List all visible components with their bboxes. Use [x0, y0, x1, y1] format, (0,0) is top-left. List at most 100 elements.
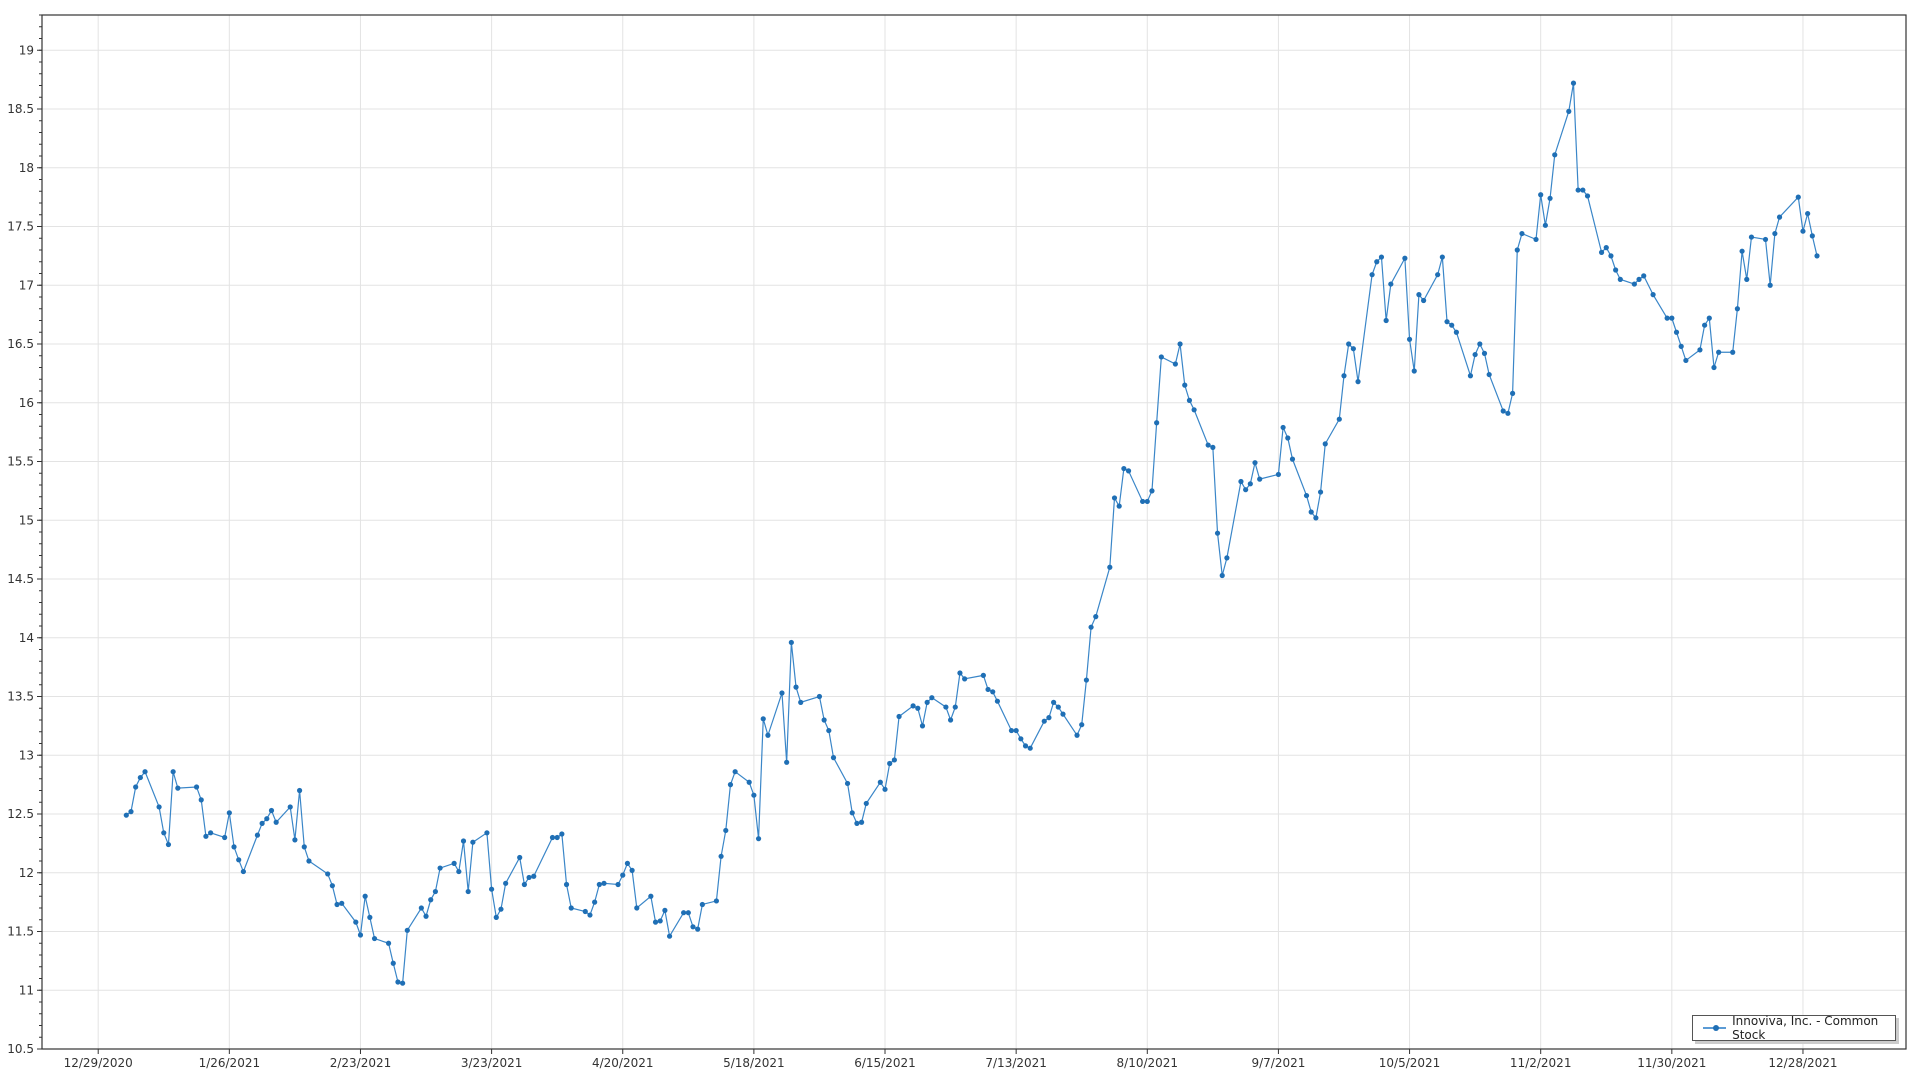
data-point	[367, 914, 373, 921]
data-point	[1702, 322, 1708, 328]
data-point	[1060, 711, 1066, 717]
data-point	[1121, 465, 1127, 472]
data-point	[882, 786, 888, 792]
y-tick-label: 13	[19, 748, 34, 762]
data-point	[437, 865, 443, 871]
y-tick-label: 10.5	[7, 1042, 34, 1056]
data-point	[484, 830, 490, 836]
data-point	[1598, 249, 1605, 255]
y-tick-label: 11	[19, 983, 34, 997]
data-point	[1739, 248, 1745, 254]
data-point	[1336, 416, 1342, 422]
data-point	[826, 727, 832, 734]
data-point	[1552, 152, 1558, 158]
data-point	[1542, 222, 1548, 228]
data-point	[128, 809, 134, 815]
data-point	[830, 755, 837, 761]
data-point	[493, 914, 499, 921]
data-point	[456, 868, 462, 875]
data-point	[1275, 471, 1282, 478]
data-point	[1514, 247, 1520, 253]
data-point	[1664, 315, 1670, 321]
data-point	[1697, 347, 1703, 353]
data-point	[994, 698, 1001, 704]
data-point	[1116, 503, 1122, 509]
data-point	[1435, 272, 1441, 278]
data-point	[1566, 108, 1572, 114]
y-tick-label: 12	[19, 866, 34, 880]
data-point	[1154, 420, 1160, 426]
data-point	[1289, 456, 1296, 462]
data-point	[1613, 267, 1619, 273]
data-point	[371, 935, 378, 942]
data-point	[325, 871, 331, 877]
data-point	[587, 912, 593, 918]
data-point	[1257, 476, 1263, 482]
data-point	[137, 774, 143, 781]
data-point	[517, 854, 523, 861]
data-point	[1650, 292, 1656, 298]
data-point	[451, 860, 457, 866]
data-point	[231, 844, 237, 850]
data-point	[1341, 373, 1347, 379]
y-tick-label: 19	[19, 43, 34, 57]
data-point	[1388, 281, 1394, 287]
data-point	[1477, 341, 1483, 347]
data-point	[1449, 322, 1455, 328]
x-tick-label: 2/23/2021	[330, 1056, 392, 1070]
data-point	[1313, 515, 1319, 521]
data-point	[1570, 80, 1577, 86]
x-tick-label: 12/28/2021	[1768, 1056, 1837, 1070]
y-tick-label: 18	[19, 161, 34, 175]
data-point	[170, 769, 176, 775]
data-point	[1172, 361, 1178, 367]
x-tick-label: 7/13/2021	[985, 1056, 1047, 1070]
data-point	[357, 932, 364, 938]
x-axis: 12/29/2020 1/26/2021 2/23/2021 3/23/2021 4/2…	[64, 1049, 1838, 1070]
y-tick-label: 14.5	[7, 572, 34, 586]
data-point	[1191, 407, 1197, 413]
data-point	[957, 670, 963, 676]
data-point	[418, 905, 424, 911]
data-point	[1369, 272, 1375, 278]
data-point	[161, 830, 167, 836]
data-point	[1453, 329, 1459, 335]
data-point	[1022, 743, 1029, 749]
data-point	[1519, 230, 1525, 237]
data-point	[198, 797, 204, 803]
data-point	[910, 703, 916, 709]
data-point	[1636, 276, 1642, 282]
data-point	[1669, 315, 1675, 321]
data-point	[489, 886, 495, 892]
data-point	[1041, 718, 1047, 724]
data-point	[1308, 509, 1314, 515]
y-tick-label: 17.5	[7, 220, 34, 234]
data-point	[203, 833, 209, 839]
x-tick-label: 4/20/2021	[592, 1056, 654, 1070]
data-point	[1027, 745, 1033, 751]
data-point	[175, 785, 181, 791]
data-point	[1444, 319, 1450, 325]
data-point	[123, 812, 129, 818]
data-point	[1243, 487, 1249, 493]
data-point	[887, 760, 893, 767]
data-point	[1706, 315, 1712, 321]
data-point	[503, 880, 509, 886]
data-point	[1008, 727, 1015, 734]
data-point	[1734, 306, 1740, 312]
data-point	[1088, 624, 1094, 630]
data-point	[943, 704, 949, 710]
data-point	[273, 819, 279, 825]
x-tick-label: 12/29/2020	[64, 1056, 133, 1070]
data-point	[428, 897, 434, 903]
data-point	[1182, 382, 1188, 388]
data-point	[1177, 341, 1183, 347]
data-point	[498, 906, 504, 912]
x-tick-label: 8/10/2021	[1117, 1056, 1179, 1070]
data-point	[526, 874, 532, 881]
data-point	[990, 689, 996, 695]
data-point	[681, 910, 687, 916]
data-point	[1416, 292, 1422, 298]
data-point	[390, 960, 396, 966]
data-point	[1219, 572, 1225, 579]
